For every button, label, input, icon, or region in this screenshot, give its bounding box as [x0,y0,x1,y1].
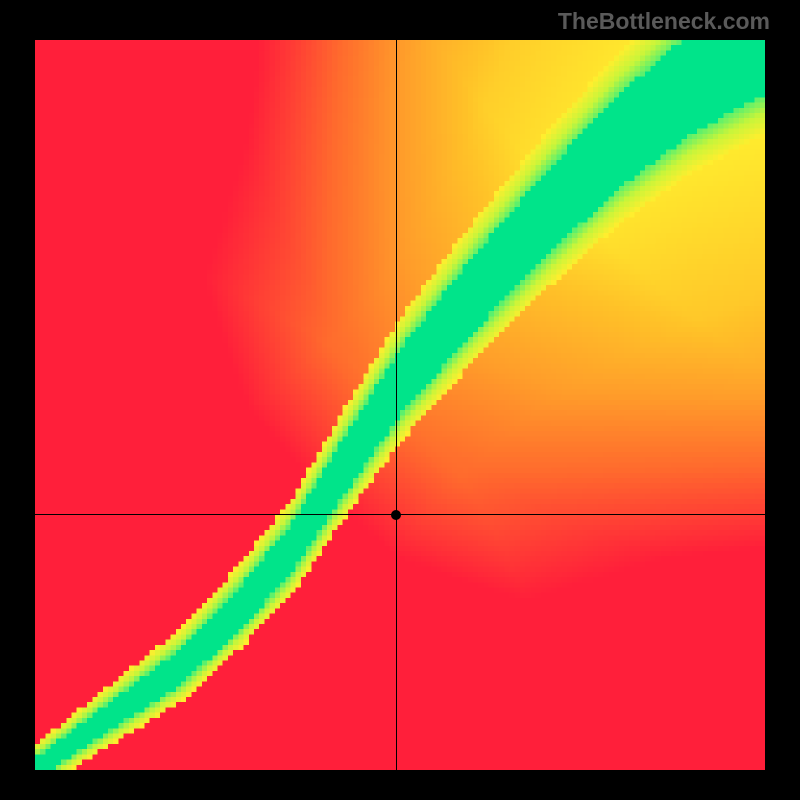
bottleneck-heatmap [35,40,765,770]
crosshair-marker-dot [391,510,401,520]
crosshair-vertical [396,40,398,770]
watermark-text: TheBottleneck.com [558,8,770,35]
